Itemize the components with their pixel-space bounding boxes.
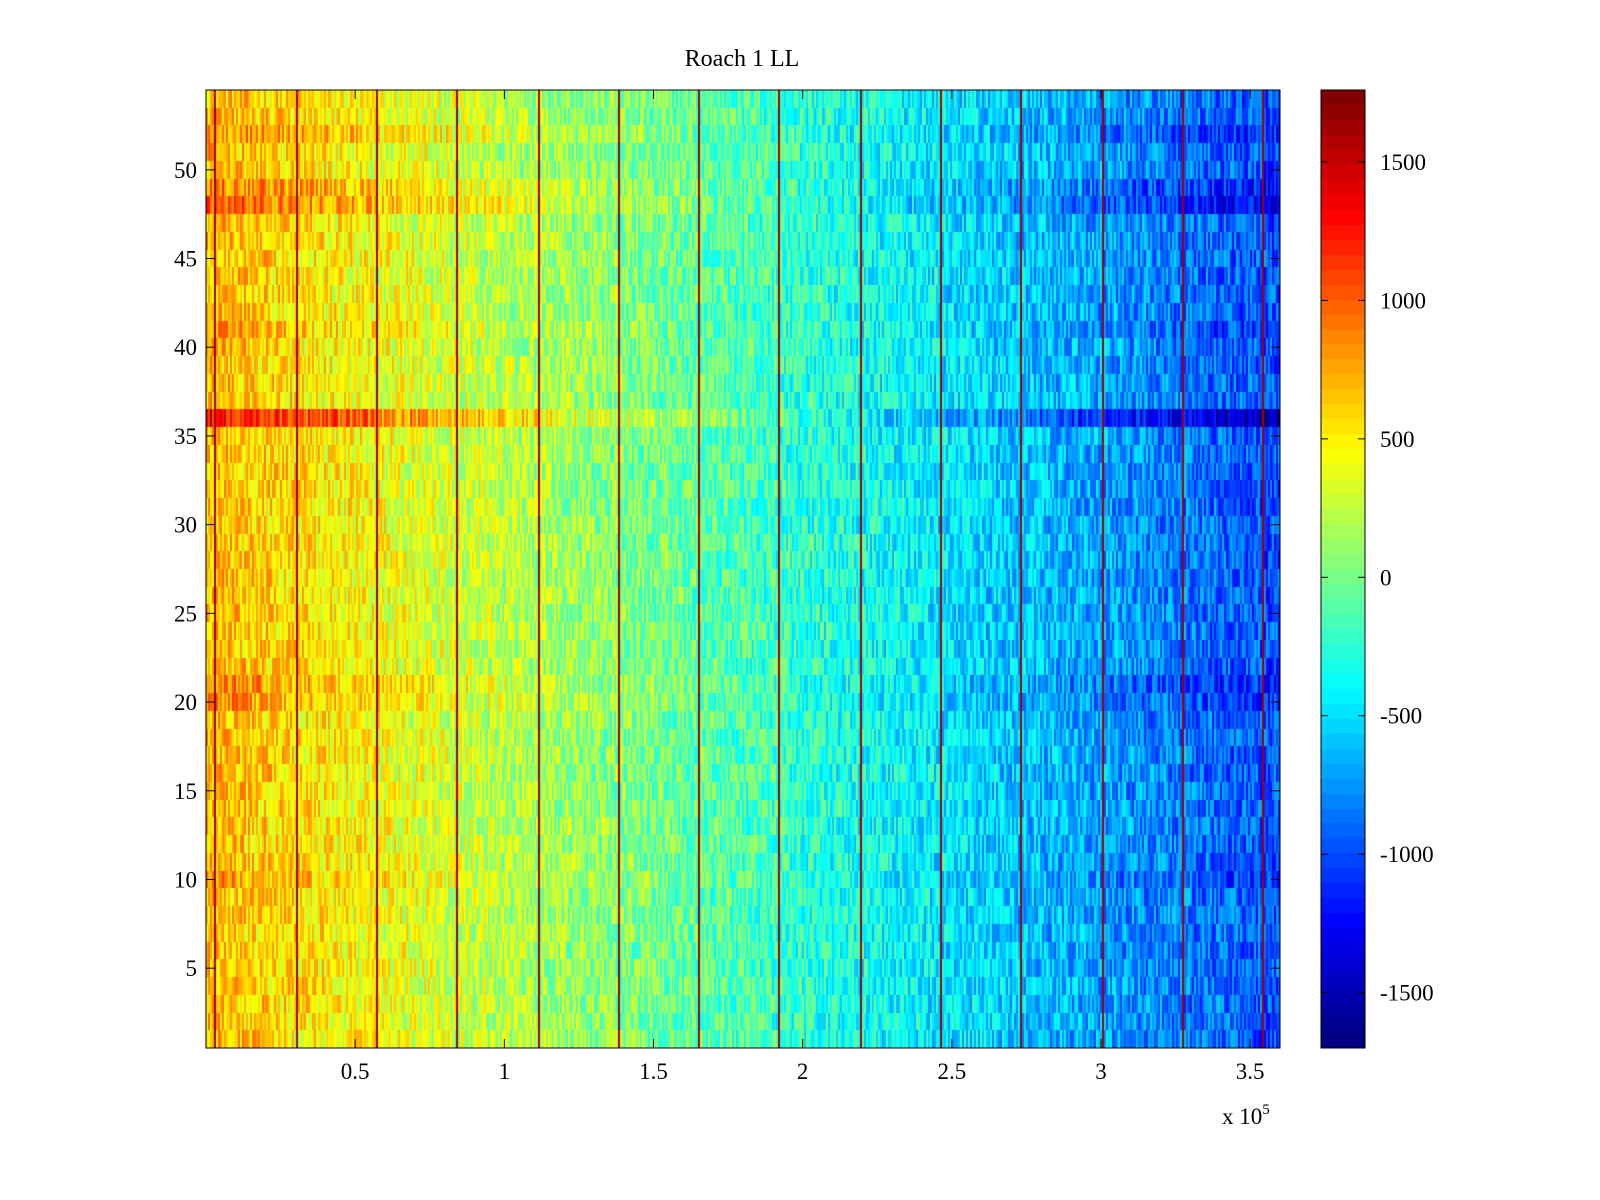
- x-tick-label: 1: [499, 1059, 511, 1084]
- x-tick-label: 2.5: [937, 1059, 966, 1084]
- y-tick-label: 40: [174, 335, 197, 360]
- heatmap-cells: [206, 90, 1280, 1048]
- y-tick-label: 25: [174, 601, 197, 626]
- x-tick-label: 1.5: [639, 1059, 668, 1084]
- y-tick-label: 35: [174, 424, 197, 449]
- colorbar-tick-label: 1000: [1380, 288, 1426, 313]
- colorbar-frame: [1320, 89, 1366, 1049]
- colorbar: -1500 -1000 -500 0 500 1000 1500: [1320, 89, 1434, 1049]
- colorbar-tick-label: 500: [1380, 427, 1415, 452]
- x-axis-multiplier: x 105: [1222, 1102, 1270, 1129]
- colorbar-tick-label: -1500: [1380, 981, 1434, 1006]
- chart-title: Roach 1 LL: [685, 46, 800, 72]
- y-tick-label: 15: [174, 779, 197, 804]
- y-axis: 5 10 15 20 25 30 35 40 45 50: [174, 158, 1280, 981]
- x-tick-label: 2: [797, 1059, 809, 1084]
- colorbar-gradient: [1321, 90, 1365, 1048]
- plot-frame: [205, 89, 1281, 1049]
- y-tick-label: 10: [174, 867, 197, 892]
- y-tick-label: 5: [186, 956, 198, 981]
- colorbar-tick-label: 0: [1380, 565, 1392, 590]
- colorbar-axis: -1500 -1000 -500 0 500 1000 1500: [1321, 150, 1434, 1006]
- x-tick-label: 3: [1095, 1059, 1107, 1084]
- x-tick-label: 3.5: [1236, 1059, 1265, 1084]
- colorbar-tick-label: -500: [1380, 704, 1422, 729]
- y-tick-label: 20: [174, 690, 197, 715]
- plot-area: 0.5 1 1.5 2 2.5 3 3.5 5 10 15 20 25 30 35 40 45 50 x 10…: [174, 89, 1281, 1129]
- colorbar-tick-label: -1000: [1380, 842, 1434, 867]
- y-tick-label: 45: [174, 247, 197, 272]
- x-axis: 0.5 1 1.5 2 2.5 3 3.5: [341, 90, 1265, 1084]
- y-tick-label: 30: [174, 513, 197, 538]
- x-tick-label: 0.5: [341, 1059, 370, 1084]
- y-tick-label: 50: [174, 158, 197, 183]
- colorbar-tick-label: 1500: [1380, 150, 1426, 175]
